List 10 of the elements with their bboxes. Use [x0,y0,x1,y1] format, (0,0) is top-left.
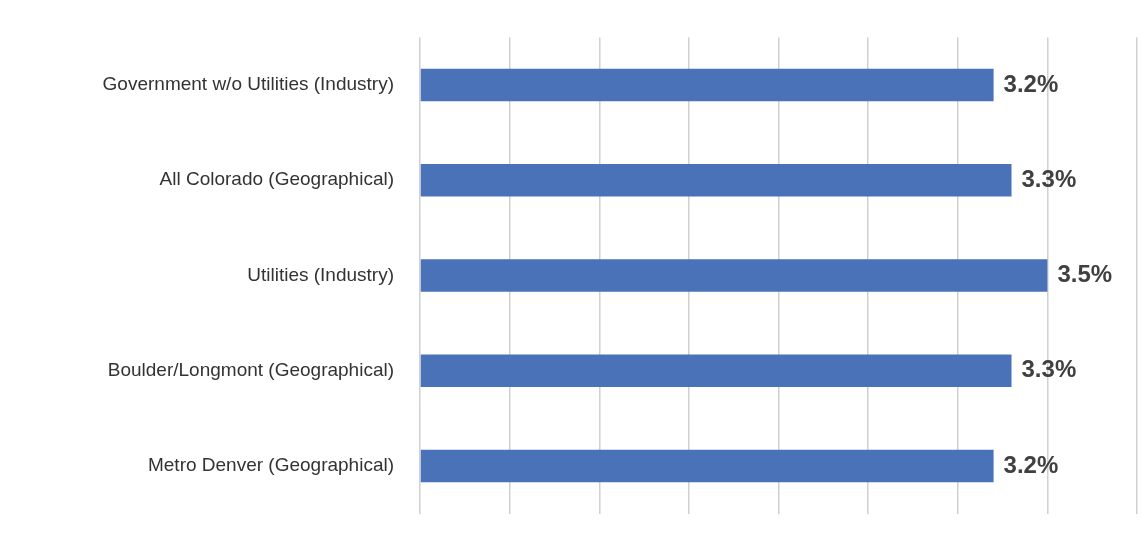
y-tick-label: Government w/o Utilities (Industry) [102,73,394,95]
data-label: 3.2% [1003,450,1059,478]
data-label: 3.3% [1021,355,1077,383]
y-tick-label: All Colorado (Geographical) [159,168,394,190]
y-tick-label: Boulder/Longmont (Geographical) [107,358,394,380]
data-label: 3.3% [1021,164,1077,192]
y-tick-label: Utilities (Industry) [247,263,394,285]
y-tick-label: Metro Denver (Geographical) [147,454,394,476]
data-label: 3.2% [1003,69,1059,97]
data-label: 3.5% [1057,260,1113,288]
